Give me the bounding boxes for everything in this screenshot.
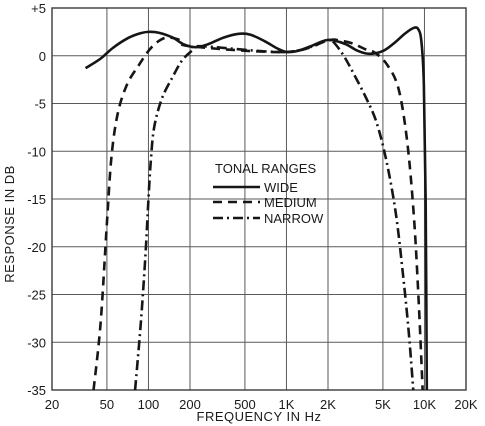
legend-title: TONAL RANGES <box>215 161 316 176</box>
grid <box>51 7 467 391</box>
y-tick-label: -30 <box>27 335 46 350</box>
y-tick-label: -15 <box>27 192 46 207</box>
y-tick-label: -35 <box>27 383 46 398</box>
x-tick-labels: 20 50 100 200 500 1K 2K 5K 10K 20K <box>45 397 478 412</box>
x-tick-label: 2K <box>320 397 336 412</box>
x-axis-label: FREQUENCY IN Hz <box>197 409 322 424</box>
x-tick-label: 10K <box>413 397 436 412</box>
legend-label-wide: WIDE <box>264 180 298 195</box>
y-axis-label: RESPONSE IN DB <box>2 165 17 283</box>
x-tick-label: 100 <box>138 397 160 412</box>
series-line-wide <box>84 26 429 391</box>
x-tick-label: 20 <box>45 397 59 412</box>
series-line-narrow <box>133 38 415 391</box>
y-tick-labels: +5 0 -5 -10 -15 -20 -25 -30 -35 <box>27 1 46 398</box>
x-tick-label: 500 <box>234 397 256 412</box>
x-tick-label: 20K <box>454 397 477 412</box>
x-tick-label: 50 <box>100 397 114 412</box>
y-tick-label: +5 <box>31 1 46 16</box>
series-line-medium <box>92 36 424 391</box>
plot-frame <box>51 7 467 391</box>
x-tick-label: 200 <box>179 397 201 412</box>
x-tick-label: 1K <box>279 397 295 412</box>
y-tick-label: -5 <box>34 97 46 112</box>
legend-label-medium: MEDIUM <box>264 195 317 210</box>
y-tick-label: -20 <box>27 240 46 255</box>
y-tick-label: -10 <box>27 144 46 159</box>
y-tick-label: 0 <box>39 49 46 64</box>
y-tick-label: -25 <box>27 288 46 303</box>
x-tick-label: 5K <box>375 397 391 412</box>
legend-label-narrow: NARROW <box>264 211 324 226</box>
series-layer <box>84 26 429 391</box>
